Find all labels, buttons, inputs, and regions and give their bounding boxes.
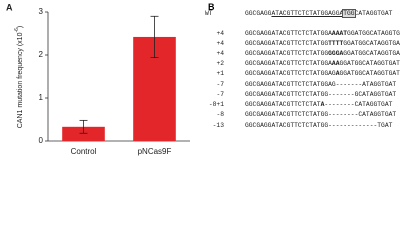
x-tick-label: Control — [71, 147, 97, 156]
panel-b: B WT GGCGAGGATACGTTCTCTATGGAGGATGGCATAGGT… — [200, 0, 400, 166]
row-label: +2 — [216, 60, 224, 67]
sequence-segment: GGATGGCATAGGTGAT — [343, 50, 400, 57]
y-label-end: ) — [17, 26, 24, 28]
sequence: GGCGAGGATACGTTCTCTATA--------CATAGGTGAT — [245, 101, 392, 109]
y-label-text: CAN1 mutation frequency (x10 — [17, 32, 24, 128]
sequence-segment: GGCGAGGATACGTTCTCTATGG — [245, 40, 329, 47]
sequence-segment: GGCGAGG — [245, 10, 272, 17]
row-label: -8+1 — [208, 101, 224, 108]
sequence-segment: --------CATAGGTGAT — [324, 101, 393, 108]
sequence-segment: GGCGAGGATACGTTCTCTAT — [245, 101, 321, 108]
row-label: -7 — [216, 91, 224, 98]
sequence-segment: ATACGTTCTCTATGGAGGA — [271, 10, 344, 17]
sequence-segment: GGCGAGGATACGTTCTCTATGG-------------TGAT — [245, 122, 393, 129]
y-tick-label: 0 — [39, 136, 44, 145]
sequence-segment: GGATGGCATAGGTGAT — [339, 60, 400, 67]
sequence: GGCGAGGATACGTTCTCTATGGAG-------ATAGGTGAT — [245, 81, 396, 89]
sequence: GGCGAGGATACGTTCTCTATGGAAAATGGATGGCATAGGT… — [245, 30, 400, 38]
sequence-segment: GGATGGCATAGGTGAT — [343, 40, 400, 47]
sequence: GGCGAGGATACGTTCTCTATGGAGGATGGCATAGGTGAT — [245, 9, 393, 18]
sequence: GGCGAGGATACGTTCTCTATGG--------CATAGGTGAT — [245, 111, 396, 119]
y-axis-label: CAN1 mutation frequency (x10-6) — [14, 26, 24, 129]
sequence-segment: GGATGGCATAGGTGAT — [339, 70, 400, 77]
y-tick-label: 1 — [39, 93, 44, 102]
sequence-segment: GGCGAGGATACGTTCTCTATGG — [245, 50, 329, 57]
sequence-segment: GGCGAGGATACGTTCTCTATGGAG — [245, 70, 336, 77]
sequence: GGCGAGGATACGTTCTCTATGG-------GCATAGGTGAT — [245, 91, 396, 99]
y-tick-label: 2 — [39, 50, 44, 59]
sequence-segment: AA — [331, 60, 340, 67]
sequence-segment: GGCGAGGATACGTTCTCTATGGA — [245, 60, 332, 67]
sequence-segment: GGGA — [328, 50, 344, 57]
sequence: GGCGAGGATACGTTCTCTATGGGGGAGGATGGCATAGGTG… — [245, 50, 400, 58]
sequence: GGCGAGGATACGTTCTCTATGGTTTTGGATGGCATAGGTG… — [245, 40, 400, 48]
row-label: WT — [205, 10, 213, 17]
sequence-segment: A — [320, 101, 325, 108]
row-label: +4 — [216, 50, 224, 57]
sequence-segment: CATAGGTGAT — [354, 10, 393, 17]
row-label: -7 — [216, 81, 224, 88]
y-label-sup: -6 — [14, 28, 20, 33]
sequence-segment: GGCGAGGATACGTTCTCTATGG-------GCATAGGTGAT — [245, 91, 397, 98]
error-bar — [150, 15, 159, 58]
panel-label: A — [6, 2, 13, 12]
sequence-segment: TTTT — [328, 40, 344, 47]
row-label: +4 — [216, 40, 224, 47]
panel-label: B — [208, 2, 215, 12]
sequence: GGCGAGGATACGTTCTCTATGGAAAGGATGGCATAGGTGA… — [245, 60, 400, 68]
sequence-segment: TGG — [342, 9, 356, 18]
y-tick-label: 3 — [39, 7, 44, 16]
row-label: -13 — [212, 122, 224, 129]
x-tick-label: pNCas9F — [138, 147, 172, 156]
error-bar — [79, 119, 88, 134]
sequence: GGCGAGGATACGTTCTCTATGG-------------TGAT — [245, 122, 392, 130]
row-label: +4 — [216, 30, 224, 37]
sequence-segment: A — [335, 70, 340, 77]
sequence-segment: GGCGAGGATACGTTCTCTATGGA — [245, 30, 332, 37]
bar — [62, 126, 105, 141]
figure: A CAN1 mutation frequency (x10-6) 0 1 2 3 Co… — [6, 0, 400, 166]
row-label: -8 — [216, 111, 224, 118]
sequence-segment: AAAT — [331, 30, 348, 37]
sequence: GGCGAGGATACGTTCTCTATGGAGAGGATGGCATAGGTGA… — [245, 70, 400, 78]
sequence-segment: GGCGAGGATACGTTCTCTATGGAG-------ATAGGTGAT — [245, 81, 397, 88]
row-label: +1 — [216, 70, 224, 77]
sequence-segment: GGATGGCATAGGTGAT — [347, 30, 400, 37]
sequence-segment: GGCGAGGATACGTTCTCTATGG--------CATAGGTGAT — [245, 111, 397, 118]
bar-chart: A CAN1 mutation frequency (x10-6) 0 1 2 3 Co… — [6, 2, 190, 156]
